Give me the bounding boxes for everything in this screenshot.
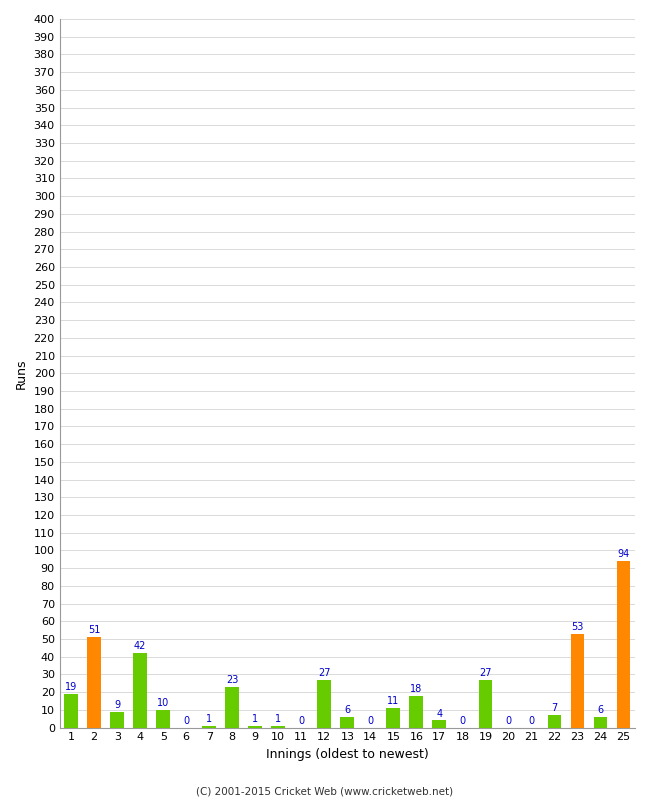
- Text: 6: 6: [597, 705, 604, 715]
- Bar: [202, 726, 216, 727]
- Text: 0: 0: [298, 716, 304, 726]
- Text: 42: 42: [134, 642, 146, 651]
- Bar: [432, 721, 447, 727]
- Bar: [156, 710, 170, 727]
- Bar: [87, 638, 101, 727]
- Text: 53: 53: [571, 622, 584, 632]
- Text: 9: 9: [114, 700, 120, 710]
- Text: (C) 2001-2015 Cricket Web (www.cricketweb.net): (C) 2001-2015 Cricket Web (www.cricketwe…: [196, 786, 454, 796]
- Text: 27: 27: [479, 668, 491, 678]
- Bar: [272, 726, 285, 727]
- Text: 0: 0: [528, 716, 534, 726]
- Bar: [64, 694, 78, 727]
- Text: 18: 18: [410, 684, 422, 694]
- Bar: [617, 561, 630, 727]
- Text: 27: 27: [318, 668, 331, 678]
- Text: 0: 0: [183, 716, 189, 726]
- Bar: [111, 712, 124, 727]
- Text: 6: 6: [344, 705, 350, 715]
- Bar: [547, 715, 562, 727]
- Text: 7: 7: [551, 703, 558, 714]
- Bar: [317, 680, 332, 727]
- Bar: [478, 680, 492, 727]
- Text: 19: 19: [65, 682, 77, 692]
- Text: 94: 94: [618, 550, 630, 559]
- Text: 1: 1: [275, 714, 281, 724]
- Text: 4: 4: [436, 709, 443, 718]
- Text: 0: 0: [460, 716, 465, 726]
- Bar: [387, 708, 400, 727]
- Bar: [593, 717, 607, 727]
- Bar: [410, 696, 423, 727]
- Text: 0: 0: [367, 716, 373, 726]
- Text: 11: 11: [387, 696, 400, 706]
- Y-axis label: Runs: Runs: [15, 358, 28, 389]
- Text: 1: 1: [206, 714, 213, 724]
- Text: 1: 1: [252, 714, 258, 724]
- Bar: [133, 653, 147, 727]
- Bar: [341, 717, 354, 727]
- Text: 23: 23: [226, 675, 239, 685]
- Text: 51: 51: [88, 626, 100, 635]
- Bar: [226, 687, 239, 727]
- Text: 0: 0: [505, 716, 512, 726]
- Text: 10: 10: [157, 698, 170, 708]
- Bar: [571, 634, 584, 727]
- X-axis label: Innings (oldest to newest): Innings (oldest to newest): [266, 748, 429, 761]
- Bar: [248, 726, 262, 727]
